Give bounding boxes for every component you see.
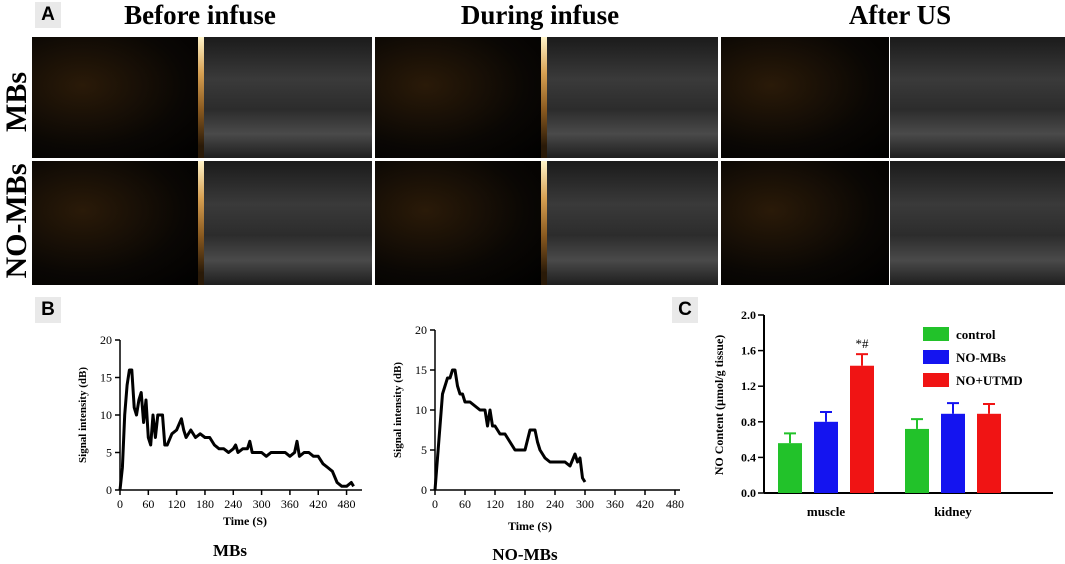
x-tick-label: muscle (807, 504, 846, 519)
ultrasound-ceus-mbs-after (721, 37, 889, 158)
panel-a-letter: A (35, 2, 61, 28)
x-ticks: 0 60 120 180 240 300 360 420 480 (432, 490, 684, 511)
y-tick-label: 20 (100, 333, 112, 347)
y-tick-label: 0.0 (741, 486, 756, 500)
legend-swatch (923, 327, 949, 341)
ultrasound-ceus-nomb-during (375, 161, 543, 285)
ultrasound-colorbar (198, 37, 204, 158)
y-tick-label: 0.4 (741, 450, 756, 464)
ultrasound-bmode-mbs-after (890, 37, 1065, 158)
column-title-during: During infuse (460, 0, 620, 30)
x-tick-label: 240 (224, 497, 242, 511)
ultrasound-image-grid (32, 37, 1065, 285)
chart-title: MBs (213, 541, 247, 560)
x-ticks: 0 60 120 180 240 300 360 420 480 (117, 490, 356, 511)
ultrasound-bmode-nomb-after (890, 161, 1065, 285)
y-tick-label: 5 (106, 446, 112, 460)
ultrasound-colorbar (541, 161, 547, 285)
x-tick-label: 300 (253, 497, 271, 511)
ultrasound-ceus-mbs-during (375, 37, 543, 158)
y-axis-label: Signal intensity (dB) (392, 362, 404, 458)
line-chart-no-mbs: 0 5 10 15 20 0 60 120 180 240 300 360 420 480 Signal… (392, 323, 684, 564)
ultrasound-bmode-mbs-before (204, 37, 372, 158)
legend-swatch (923, 373, 949, 387)
bar (977, 413, 1001, 493)
bar-chart-no-content: 0.0 0.4 0.8 1.2 1.6 2.0 muscle kidney *# contr… (712, 308, 1053, 519)
ultrasound-bmode-nomb-during (547, 161, 718, 285)
bars: *# (778, 336, 1001, 493)
ultrasound-colorbar (198, 161, 204, 285)
ultrasound-ceus-nomb-after (721, 161, 889, 285)
legend-label: NO-MBs (956, 350, 1006, 365)
x-tick-label: 300 (576, 497, 594, 511)
panel-b-letter: B (35, 297, 61, 323)
x-tick-label: 360 (606, 497, 624, 511)
y-tick-label: 20 (415, 323, 427, 337)
x-axis-label: Time (S) (508, 519, 552, 533)
axes (434, 330, 680, 491)
y-tick-label: 0 (421, 483, 427, 497)
series-line (433, 368, 587, 491)
ultrasound-ceus-nomb-before (32, 161, 200, 285)
line-chart-mbs: 0 5 10 15 20 0 60 120 180 240 300 360 420 480 Signal… (77, 333, 362, 560)
bar (778, 443, 802, 493)
x-tick-label: 480 (666, 497, 684, 511)
x-tick-label: 180 (196, 497, 214, 511)
y-tick-label: 0 (106, 483, 112, 497)
y-tick-label: 5 (421, 443, 427, 457)
column-title-after: After US (848, 0, 952, 30)
x-tick-label: 0 (432, 497, 438, 511)
x-axis-label: Time (S) (223, 514, 267, 528)
y-tick-label: 10 (415, 403, 427, 417)
ultrasound-bmode-nomb-before (204, 161, 372, 285)
y-axis-label: NO Content (µmol/g tissue) (712, 335, 726, 476)
x-tick-label: 480 (338, 497, 356, 511)
panel-c-letter: C (672, 297, 698, 323)
y-tick-label: 2.0 (741, 308, 756, 322)
y-tick-label: 15 (415, 363, 427, 377)
significance-annotation: *# (856, 336, 870, 351)
legend-label: NO+UTMD (956, 373, 1023, 388)
column-title-before: Before infuse (124, 0, 276, 30)
x-tick-label: 120 (486, 497, 504, 511)
ultrasound-bmode-mbs-during (547, 37, 718, 158)
bar (850, 365, 874, 493)
x-tick-label: 120 (168, 497, 186, 511)
bar (905, 428, 929, 493)
y-ticks: 0.0 0.4 0.8 1.2 1.6 2.0 (741, 308, 764, 500)
x-tick-label: 420 (636, 497, 654, 511)
x-tick-label: 60 (142, 497, 154, 511)
ultrasound-ceus-mbs-before (32, 37, 200, 158)
y-tick-label: 1.2 (741, 379, 756, 393)
legend-swatch (923, 350, 949, 364)
x-ticks: muscle kidney (807, 504, 972, 519)
y-axis-label: Signal intensity (dB) (77, 367, 89, 463)
x-tick-label: 0 (117, 497, 123, 511)
x-tick-label: 180 (516, 497, 534, 511)
y-tick-label: 1.6 (741, 344, 756, 358)
y-ticks: 0 5 10 15 20 (415, 323, 435, 497)
x-tick-label: 60 (459, 497, 471, 511)
series-line (118, 368, 355, 491)
legend-label: control (956, 327, 996, 342)
x-tick-label: 420 (309, 497, 327, 511)
bar (814, 421, 838, 493)
legend: control NO-MBs NO+UTMD (923, 327, 1023, 388)
ultrasound-colorbar (541, 37, 547, 158)
x-tick-label: kidney (934, 504, 972, 519)
y-tick-label: 0.8 (741, 415, 756, 429)
x-tick-label: 240 (546, 497, 564, 511)
row-label-no-mbs: NO-MBs (0, 163, 33, 279)
chart-title: NO-MBs (492, 545, 558, 564)
y-tick-label: 15 (100, 371, 112, 385)
x-tick-label: 360 (281, 497, 299, 511)
y-ticks: 0 5 10 15 20 (100, 333, 120, 497)
row-label-mbs: MBs (0, 72, 33, 132)
bar (941, 413, 965, 493)
y-tick-label: 10 (100, 408, 112, 422)
